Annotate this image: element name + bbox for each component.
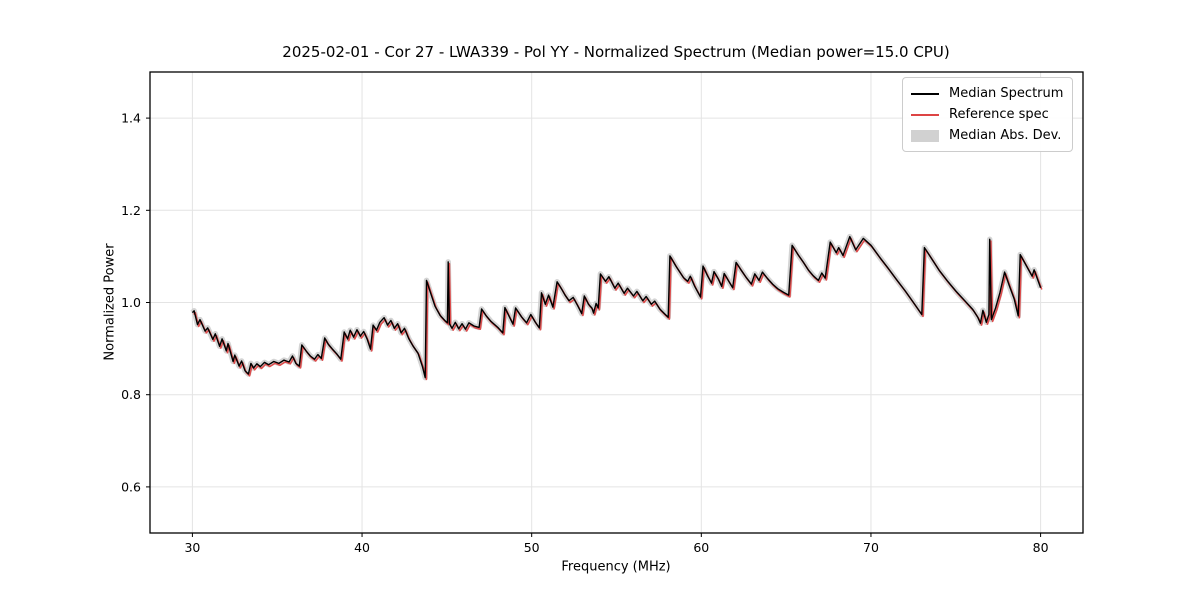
y-tick-label: 0.6 [121,479,141,494]
legend-label-median-abs-dev: Median Abs. Dev. [949,128,1062,143]
y-tick-label: 1.2 [121,203,141,218]
y-tick-label: 1.4 [121,111,141,126]
median-spectrum-line [191,235,1042,379]
legend-label-median-spectrum: Median Spectrum [949,86,1064,101]
y-tick-label: 0.8 [121,387,141,402]
legend-item-median-spectrum: Median Spectrum [911,83,1064,104]
legend: Median Spectrum Reference spec Median Ab… [902,77,1073,152]
chart-title: 2025-02-01 - Cor 27 - LWA339 - Pol YY - … [282,43,950,61]
legend-item-reference-spec: Reference spec [911,104,1064,125]
reference-spec-line-swatch [911,113,939,116]
x-tick-label: 60 [693,540,709,555]
median-spectrum-line-swatch [911,92,939,95]
legend-label-reference-spec: Reference spec [949,107,1049,122]
x-tick-label: 80 [1033,540,1049,555]
median-abs-dev-patch-swatch [911,129,939,142]
x-tick-label: 50 [524,540,540,555]
y-tick-label: 1.0 [121,295,141,310]
x-axis-label: Frequency (MHz) [561,559,671,575]
x-tick-label: 40 [354,540,370,555]
x-tick-label: 30 [184,540,200,555]
x-tick-label: 70 [863,540,879,555]
legend-item-median-abs-dev: Median Abs. Dev. [911,125,1064,146]
